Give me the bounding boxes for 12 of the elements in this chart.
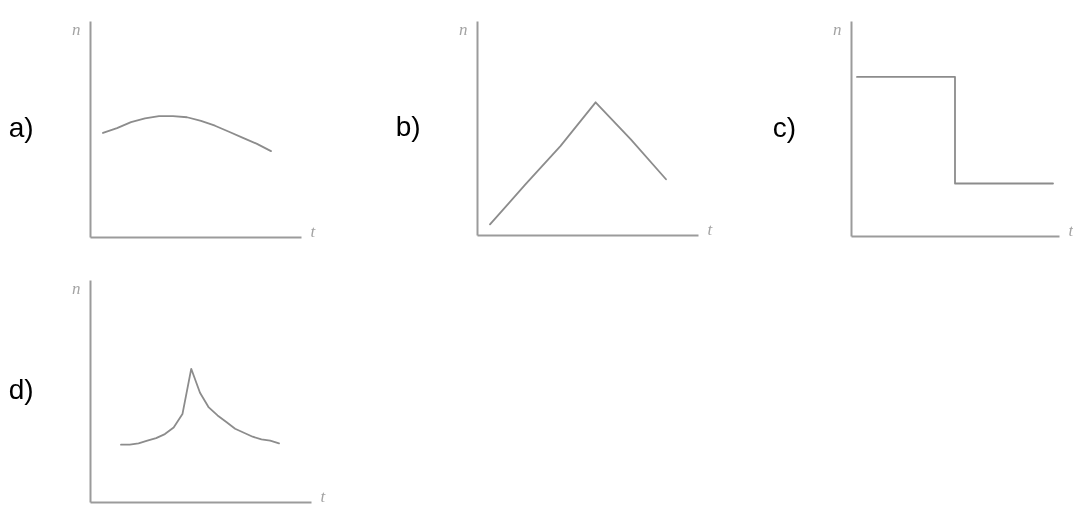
chart-title: d): [8, 374, 34, 405]
x-axis-title: t: [320, 486, 327, 506]
chart-title: b): [395, 111, 421, 142]
text: c): [772, 111, 797, 143]
y-axis-title: n: [72, 278, 81, 298]
x-axis-title: t: [310, 221, 317, 241]
y-axis-title: n: [72, 19, 81, 39]
y-axis-title: n: [459, 19, 468, 39]
x-axis-title: t: [707, 219, 714, 239]
chart-title: a): [8, 112, 34, 143]
y-axis-title: n: [833, 19, 842, 39]
x-axis-title: t: [1068, 220, 1075, 240]
